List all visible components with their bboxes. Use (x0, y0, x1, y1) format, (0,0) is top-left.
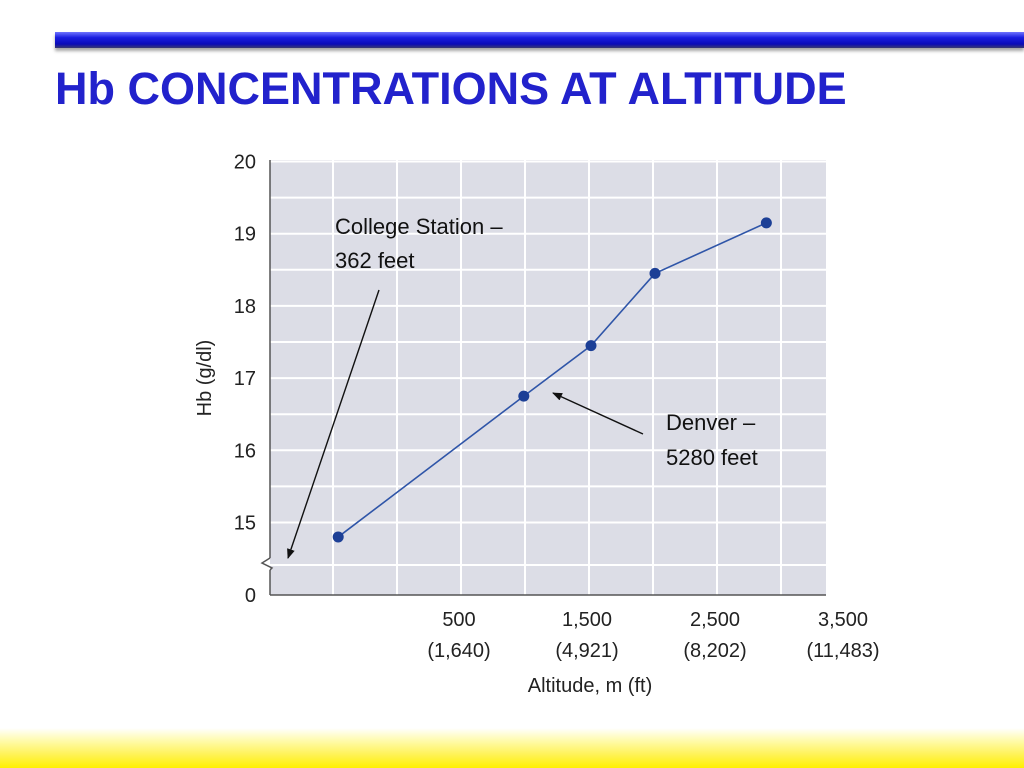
tick-labels: 20 19 18 17 16 15 0 500 (1,640) 1,500 (4,921) 2,500… (234, 152, 880, 663)
slide-title: Hb CONCENTRATIONS AT ALTITUDE (55, 63, 847, 114)
x-tick-sublabel: (8,202) (683, 640, 746, 662)
x-tick-label: 3,500 (818, 609, 868, 631)
x-tick-label: 1,500 (562, 609, 612, 631)
data-point (760, 217, 772, 229)
data-point (585, 340, 597, 352)
x-tick-label: 500 (442, 609, 475, 631)
x-tick-sublabel: (11,483) (806, 640, 879, 662)
axes (260, 160, 826, 596)
y-tick-label: 17 (234, 368, 256, 390)
y-axis-break (260, 557, 274, 571)
annotation-college-station-line1: College Station – (335, 214, 503, 239)
y-tick-label: 20 (234, 152, 256, 174)
y-tick-label: 15 (234, 513, 256, 535)
annotation-college-station: College Station – 362 feet (287, 214, 503, 559)
data-series (332, 217, 772, 543)
bottom-band (0, 728, 1024, 768)
annotation-college-station-line2: 362 feet (335, 248, 415, 273)
y-axis-title: Hb (g/dl) (194, 340, 216, 417)
y-tick-label: 18 (234, 296, 256, 318)
annotation-denver-line1: Denver – (666, 410, 756, 435)
x-tick-sublabel: (4,921) (555, 640, 618, 662)
y-tick-label: 0 (245, 585, 256, 607)
data-point (518, 390, 530, 402)
annotation-denver: Denver – 5280 feet (552, 392, 758, 470)
y-tick-label: 16 (234, 440, 256, 462)
annotation-college-station-arrow (287, 289, 380, 559)
data-point (649, 267, 661, 279)
annotation-denver-line2: 5280 feet (666, 445, 758, 470)
y-tick-label: 19 (234, 224, 256, 246)
annotation-denver-arrow (552, 392, 644, 435)
x-axis-title: Altitude, m (ft) (528, 675, 652, 697)
grid-lines (270, 160, 826, 595)
x-tick-sublabel: (1,640) (427, 640, 490, 662)
title-bar (55, 32, 1024, 48)
x-tick-label: 2,500 (690, 609, 740, 631)
data-point (332, 531, 344, 543)
